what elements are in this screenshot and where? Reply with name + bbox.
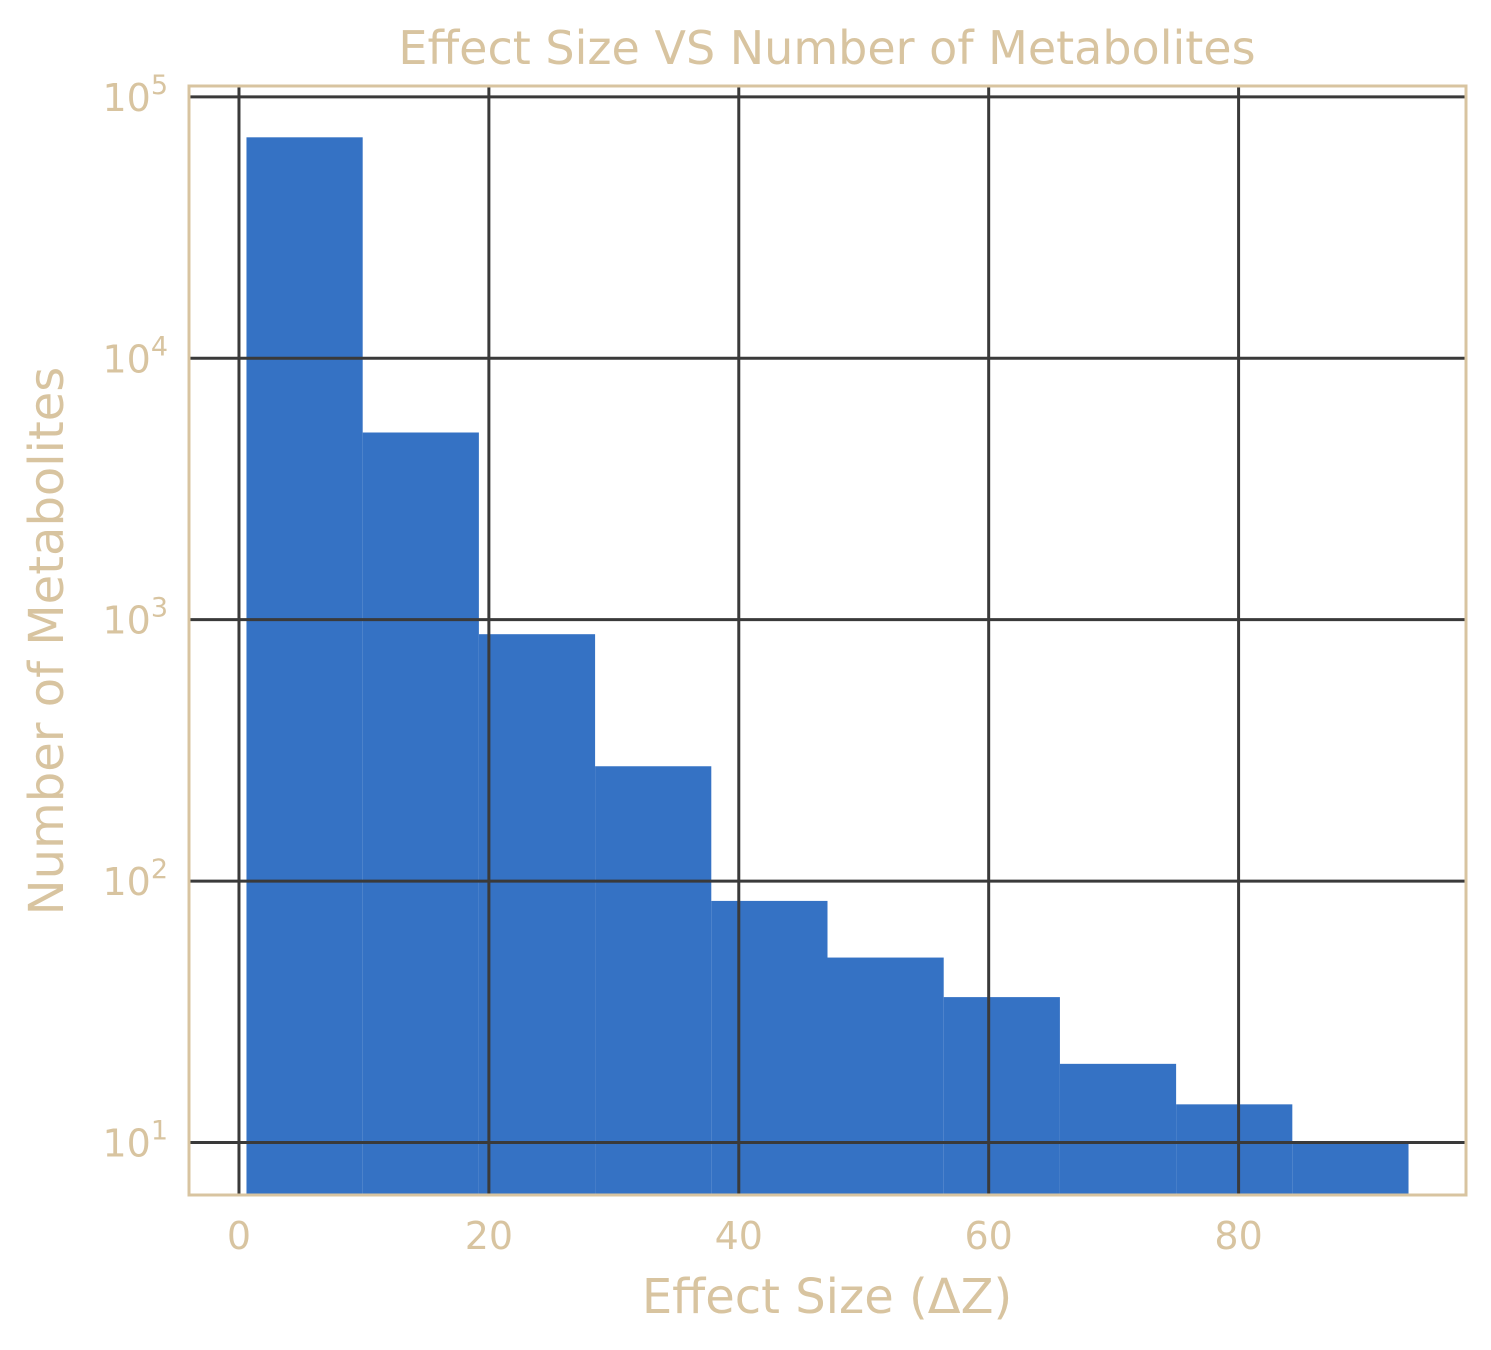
y-tick-label: 105 [102, 70, 168, 120]
histogram-bar-3 [478, 634, 596, 1195]
histogram-bar-2 [362, 432, 479, 1195]
y-tick-label: 101 [102, 1116, 168, 1166]
x-tick-label: 60 [965, 1214, 1013, 1258]
histogram-bar-5 [711, 900, 828, 1195]
grid-lines [189, 86, 1466, 1195]
x-tick-label: 0 [227, 1214, 251, 1258]
x-tick-label: 80 [1214, 1214, 1262, 1258]
y-axis-label: Number of Metabolites [19, 367, 75, 916]
y-tick-label: 102 [102, 854, 168, 904]
histogram-bar-10 [1292, 1142, 1409, 1195]
histogram-bar-7 [943, 997, 1060, 1195]
histogram-bar-1 [246, 137, 363, 1195]
y-tick-label: 104 [102, 331, 168, 381]
y-axis-ticks: 101 102 103 104 105 [102, 70, 168, 1166]
x-tick-label: 40 [715, 1214, 763, 1258]
histogram-bar-8 [1059, 1063, 1177, 1195]
bars-layer [246, 137, 1409, 1195]
x-axis-ticks: 0 20 40 60 80 [227, 1214, 1263, 1258]
x-tick-label: 20 [465, 1214, 513, 1258]
chart-title: Effect Size VS Number of Metabolites [398, 21, 1255, 75]
x-axis-label: Effect Size (ΔZ) [642, 1269, 1012, 1325]
y-tick-label: 103 [102, 593, 168, 643]
plot-frame [187, 84, 1468, 1197]
histogram-bar-6 [827, 957, 944, 1195]
histogram-bar-9 [1176, 1104, 1293, 1195]
histogram-bar-4 [595, 766, 712, 1195]
